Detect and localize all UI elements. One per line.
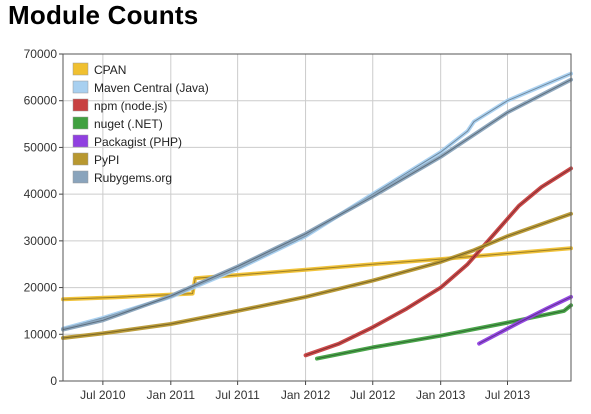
legend-label-maven-central-java: Maven Central (Java) xyxy=(94,81,209,95)
legend-swatch-packagist-php xyxy=(72,134,89,148)
plot-frame xyxy=(62,53,572,382)
x-tick-label: Jul 2012 xyxy=(350,388,396,402)
legend-swatch-npm-node-js xyxy=(72,98,89,112)
legend-label-rubygems-org: Rubygems.org xyxy=(94,171,172,185)
series-line-nuget-net xyxy=(315,303,573,361)
series-line-outline-npm-node-js xyxy=(305,167,572,356)
legend: CPAN Maven Central (Java) npm (node.js) nug… xyxy=(72,62,209,185)
series-line-outline-rubygems-org xyxy=(62,79,572,331)
series-line-rubygems-org xyxy=(61,77,573,332)
series-line-npm-node-js xyxy=(303,166,573,358)
series-line-cpan xyxy=(61,246,573,302)
legend-swatch-maven-central-java xyxy=(72,80,89,94)
x-tick-label: Jan 2011 xyxy=(147,388,196,402)
axes: 0 10000 20000 30000 40000 50000 60000 70000 Jul … xyxy=(24,47,572,402)
legend-label-pypi: PyPI xyxy=(94,153,119,167)
y-tick-label: 30000 xyxy=(24,234,58,248)
series-line-outline-cpan xyxy=(62,247,572,300)
series-line-pypi xyxy=(61,211,573,340)
legend-label-packagist-php: Packagist (PHP) xyxy=(94,135,182,149)
y-tick-label: 60000 xyxy=(24,94,58,108)
legend-swatch-cpan xyxy=(72,62,89,76)
y-tick-label: 40000 xyxy=(24,187,58,201)
x-tick-label: Jan 2013 xyxy=(416,388,466,402)
series-lines xyxy=(61,71,573,361)
legend-swatch-rubygems-org xyxy=(72,170,89,184)
series-line-packagist-php xyxy=(477,294,573,346)
x-tick-label: Jan 2012 xyxy=(281,388,331,402)
legend-label-npm-node-js: npm (node.js) xyxy=(94,99,167,113)
legend-label-cpan: CPAN xyxy=(94,63,126,77)
y-tick-label: 0 xyxy=(50,374,57,388)
x-tick-label: Jul 2010 xyxy=(80,388,126,402)
y-tick-label: 50000 xyxy=(24,140,58,154)
series-line-outline-pypi xyxy=(62,213,572,339)
y-tick-label: 70000 xyxy=(24,47,58,61)
series-line-outline-packagist-php xyxy=(478,296,572,345)
y-tick-label: 20000 xyxy=(24,281,58,295)
legend-swatch-nuget-net xyxy=(72,116,89,130)
chart-title: Module Counts xyxy=(8,0,199,30)
x-tick-label: Jul 2013 xyxy=(485,388,531,402)
legend-swatch-pypi xyxy=(72,152,89,166)
series-line-outline-nuget-net xyxy=(316,304,572,360)
y-tick-label: 10000 xyxy=(24,327,58,341)
legend-label-nuget-net: nuget (.NET) xyxy=(94,117,163,131)
x-tick-label: Jul 2011 xyxy=(215,388,260,402)
